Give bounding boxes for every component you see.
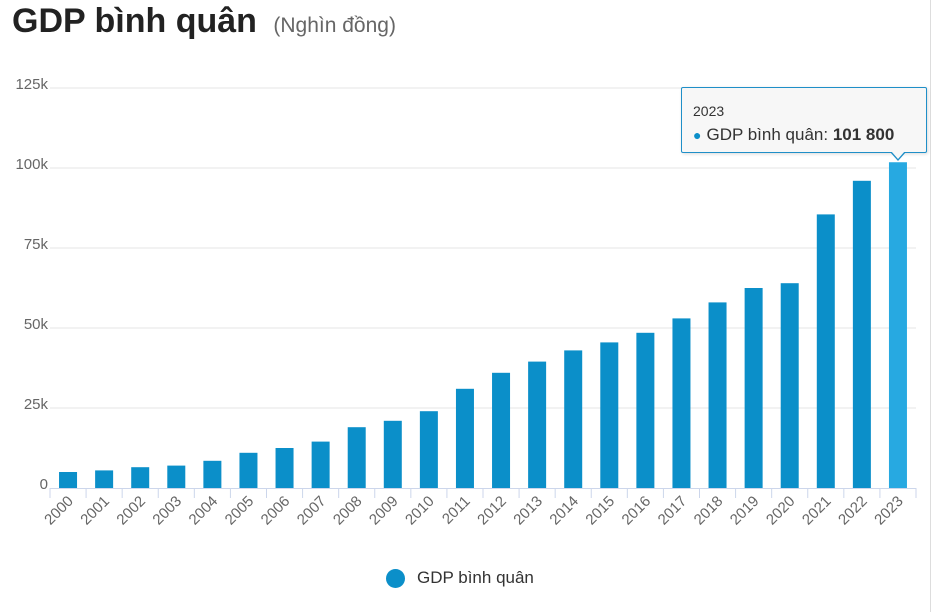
bar-2009[interactable]: [383, 420, 402, 488]
x-tick-label: 2001: [77, 493, 113, 529]
x-tick-label: 2013: [510, 493, 546, 529]
chart-title-row: GDP bình quân (Nghìn đồng): [12, 2, 396, 41]
bar-2021[interactable]: [816, 214, 835, 488]
x-tick-label: 2010: [402, 493, 438, 529]
bar-2023[interactable]: [888, 162, 907, 489]
x-tick-label: 2021: [799, 493, 835, 529]
x-tick-label: 2007: [294, 493, 330, 529]
tooltip-series-name: GDP bình quân: [706, 125, 824, 144]
y-tick-label: 0: [40, 476, 48, 493]
y-tick-label: 100k: [15, 156, 48, 173]
x-tick-label: 2018: [691, 493, 727, 529]
x-tick-label: 2002: [113, 493, 149, 529]
bar-2018[interactable]: [708, 302, 727, 488]
bar-2015[interactable]: [600, 342, 619, 488]
bar-2000[interactable]: [59, 472, 78, 488]
legend-marker: [386, 568, 405, 588]
bar-2022[interactable]: [852, 180, 871, 489]
x-tick-label: 2020: [763, 493, 799, 529]
x-tick-label: 2022: [835, 493, 871, 529]
x-tick-label: 2019: [727, 493, 763, 529]
y-tick-label: 25k: [24, 396, 49, 413]
x-tick-label: 2005: [222, 493, 258, 529]
x-tick-label: 2008: [330, 493, 366, 529]
x-tick-label: 2004: [186, 493, 222, 529]
bar-2010[interactable]: [419, 411, 438, 488]
tooltip-line: ● GDP bình quân: 101 800: [693, 125, 894, 145]
x-tick-label: 2017: [655, 493, 691, 529]
x-tick-label: 2011: [439, 493, 474, 528]
tooltip: 2023 ● GDP bình quân: 101 800: [681, 87, 927, 161]
bar-2011[interactable]: [455, 388, 474, 488]
tooltip-series-dot: ●: [693, 127, 702, 143]
frame-edge: [930, 0, 931, 612]
bar-2005[interactable]: [239, 452, 258, 488]
x-tick-label: 2015: [582, 493, 618, 529]
x-tick-label: 2009: [366, 493, 402, 529]
bar-2006[interactable]: [275, 448, 294, 488]
tooltip-header: 2023: [693, 103, 725, 119]
bar-2007[interactable]: [311, 441, 330, 488]
x-tick-label: 2014: [546, 493, 582, 529]
tooltip-pointer: [890, 151, 906, 161]
chart-title: GDP bình quân: [12, 2, 257, 40]
x-tick-label: 2016: [619, 493, 655, 529]
bar-2012[interactable]: [492, 372, 511, 488]
x-tick-label: 2003: [149, 493, 185, 529]
chart-subtitle: (Nghìn đồng): [273, 14, 396, 37]
legend-item[interactable]: GDP bình quân: [386, 568, 534, 588]
y-tick-label: 50k: [24, 316, 49, 333]
legend-label: GDP bình quân: [417, 568, 534, 587]
bar-2004[interactable]: [203, 460, 222, 488]
y-tick-label: 75k: [24, 236, 49, 253]
bar-2008[interactable]: [347, 427, 366, 488]
tooltip-separator: :: [823, 125, 829, 144]
x-tick-label: 2000: [41, 493, 77, 529]
tooltip-value: 101 800: [832, 125, 895, 144]
bar-2001[interactable]: [95, 470, 114, 488]
bar-2003[interactable]: [167, 465, 186, 488]
bar-2019[interactable]: [744, 288, 763, 488]
x-tick-label: 2023: [871, 493, 907, 529]
bar-2017[interactable]: [672, 318, 691, 488]
x-tick-label: 2012: [474, 493, 510, 529]
bar-2013[interactable]: [528, 361, 547, 488]
y-tick-label: 125k: [15, 76, 48, 93]
x-tick-label: 2006: [258, 493, 294, 529]
bar-2020[interactable]: [780, 283, 799, 488]
bar-2002[interactable]: [131, 467, 150, 488]
bar-2014[interactable]: [564, 350, 583, 488]
bar-2016[interactable]: [636, 332, 655, 488]
